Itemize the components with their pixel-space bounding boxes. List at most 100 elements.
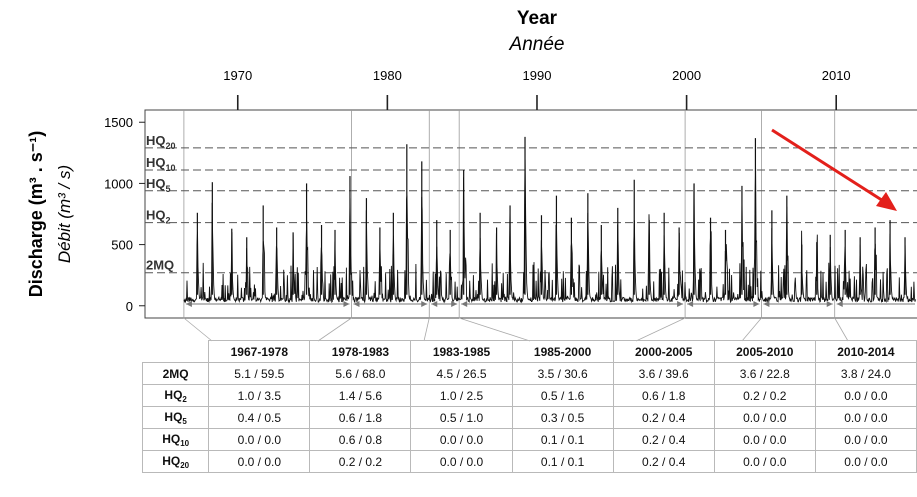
trend-arrowhead	[876, 192, 897, 211]
chart-title: Year	[517, 8, 558, 29]
trend-arrow	[771, 128, 889, 206]
top-tick-label: 1990	[523, 68, 552, 83]
table-cell: 0.4 / 0.5	[208, 406, 311, 429]
table-cell: 3.6 / 39.6	[612, 362, 715, 385]
table-cell: 1.0 / 2.5	[410, 384, 513, 407]
table-cell: 0.2 / 0.4	[612, 428, 715, 451]
table-cell: 4.5 / 26.5	[410, 362, 513, 385]
row-label: HQ5	[141, 406, 210, 429]
table-connector	[183, 317, 213, 342]
period-header: 1967-1978	[208, 340, 311, 363]
table-connector	[741, 317, 762, 342]
table-row: HQ10 0.0 / 0.0 0.6 / 0.8 0.0 / 0.0 0.1 / 0.1…	[141, 428, 917, 451]
period-arrowhead-right	[826, 301, 833, 307]
table-cell: 0.0 / 0.0	[814, 406, 917, 429]
table-cell: 0.6 / 1.8	[612, 384, 715, 407]
table-cell: 0.0 / 0.0	[713, 406, 816, 429]
period-header: 2000-2005	[612, 340, 715, 363]
table-connector	[459, 317, 531, 342]
y-tick-label: 1500	[104, 115, 133, 130]
period-arrowhead-right	[677, 301, 684, 307]
period-arrowhead-left	[353, 301, 360, 307]
threshold-label: HQ2	[146, 208, 171, 226]
row-label: 2MQ	[141, 362, 210, 385]
table-cell: 0.6 / 1.8	[309, 406, 412, 429]
period-header: 2010-2014	[814, 340, 917, 363]
y-tick-label: 500	[111, 238, 133, 253]
table-cell: 0.0 / 0.0	[814, 384, 917, 407]
table-cell: 0.2 / 0.4	[612, 406, 715, 429]
table-cell: 1.4 / 5.6	[309, 384, 412, 407]
top-tick-label: 1980	[373, 68, 402, 83]
period-arrowhead-right	[753, 301, 760, 307]
table-connector	[423, 317, 430, 342]
table-cell: 0.0 / 0.0	[713, 450, 816, 473]
table-connector	[317, 317, 352, 342]
period-arrowhead-right	[451, 301, 458, 307]
table-cell: 5.1 / 59.5	[208, 362, 311, 385]
row-label-subscript: 20	[180, 460, 190, 470]
threshold-label: HQ5	[146, 176, 171, 194]
table-row: 2MQ 5.1 / 59.5 5.6 / 68.0 4.5 / 26.5 3.5 / 3…	[141, 362, 917, 385]
table-cell: 0.0 / 0.0	[410, 450, 513, 473]
y-axis-title: Discharge (m³ . s⁻¹)	[26, 131, 46, 298]
top-tick-label: 1970	[223, 68, 252, 83]
table-cell: 0.3 / 0.5	[511, 406, 614, 429]
period-arrowhead-right	[421, 301, 428, 307]
table-cell: 3.6 / 22.8	[713, 362, 816, 385]
exceedance-table: 1967-1978 1978-1983 1983-1985 1985-2000 2000…	[141, 340, 917, 473]
chart-title-fr: Année	[509, 34, 565, 55]
period-header: 1983-1985	[410, 340, 513, 363]
period-arrowhead-left	[687, 301, 694, 307]
row-label-subscript: 2	[182, 394, 187, 404]
table-cell: 0.1 / 0.1	[511, 450, 614, 473]
row-label: HQ2	[141, 384, 210, 407]
y-tick-label: 1000	[104, 176, 133, 191]
table-cell: 0.2 / 0.2	[309, 450, 412, 473]
table-cell: 0.2 / 0.4	[612, 450, 715, 473]
table-cell: 0.0 / 0.0	[814, 428, 917, 451]
table-cell: 1.0 / 3.5	[208, 384, 311, 407]
row-label-subscript: 5	[182, 416, 187, 426]
discharge-series	[183, 159, 916, 304]
period-arrowhead-left	[431, 301, 438, 307]
period-header: 2005-2010	[713, 340, 816, 363]
table-connector	[834, 317, 849, 342]
table-cell: 0.0 / 0.0	[208, 428, 311, 451]
table-connector	[635, 317, 686, 342]
table-cell: 3.8 / 24.0	[814, 362, 917, 385]
top-tick-label: 2000	[672, 68, 701, 83]
row-label: HQ10	[141, 428, 210, 451]
table-cell: 0.1 / 0.1	[511, 428, 614, 451]
table-cell: 5.6 / 68.0	[309, 362, 412, 385]
table-cell: 0.5 / 1.0	[410, 406, 513, 429]
table-cell: 0.2 / 0.2	[713, 384, 816, 407]
row-label: HQ20	[141, 450, 210, 473]
period-arrowhead-right	[343, 301, 350, 307]
period-header: 1985-2000	[511, 340, 614, 363]
table-cell: 0.0 / 0.0	[410, 428, 513, 451]
table-cell: 0.0 / 0.0	[814, 450, 917, 473]
period-arrowhead-left	[461, 301, 468, 307]
period-arrowhead-left	[185, 301, 192, 307]
table-cell: 0.5 / 1.6	[511, 384, 614, 407]
period-arrowhead-left	[836, 301, 843, 307]
period-header: 1978-1983	[309, 340, 412, 363]
table-cell: 0.0 / 0.0	[713, 428, 816, 451]
table-row: HQ2 1.0 / 3.5 1.4 / 5.6 1.0 / 2.5 0.5 / 1.6 0…	[141, 384, 917, 407]
table-corner	[143, 341, 209, 363]
row-label-subscript: 10	[180, 438, 190, 448]
plot-frame	[144, 109, 917, 319]
y-tick-label: 0	[126, 299, 133, 314]
table-row: HQ20 0.0 / 0.0 0.2 / 0.2 0.0 / 0.0 0.1 / 0.1…	[141, 450, 917, 473]
table-cell: 0.0 / 0.0	[208, 450, 311, 473]
period-arrowhead-left	[763, 301, 770, 307]
table-cell: 0.6 / 0.8	[309, 428, 412, 451]
threshold-label: 2MQ	[146, 258, 174, 273]
top-tick-label: 2010	[822, 68, 851, 83]
table-cell: 3.5 / 30.6	[511, 362, 614, 385]
table-row: HQ5 0.4 / 0.5 0.6 / 1.8 0.5 / 1.0 0.3 / 0.5 0…	[141, 406, 917, 429]
y-axis-title-fr: Débit (m³ / s)	[55, 165, 74, 263]
